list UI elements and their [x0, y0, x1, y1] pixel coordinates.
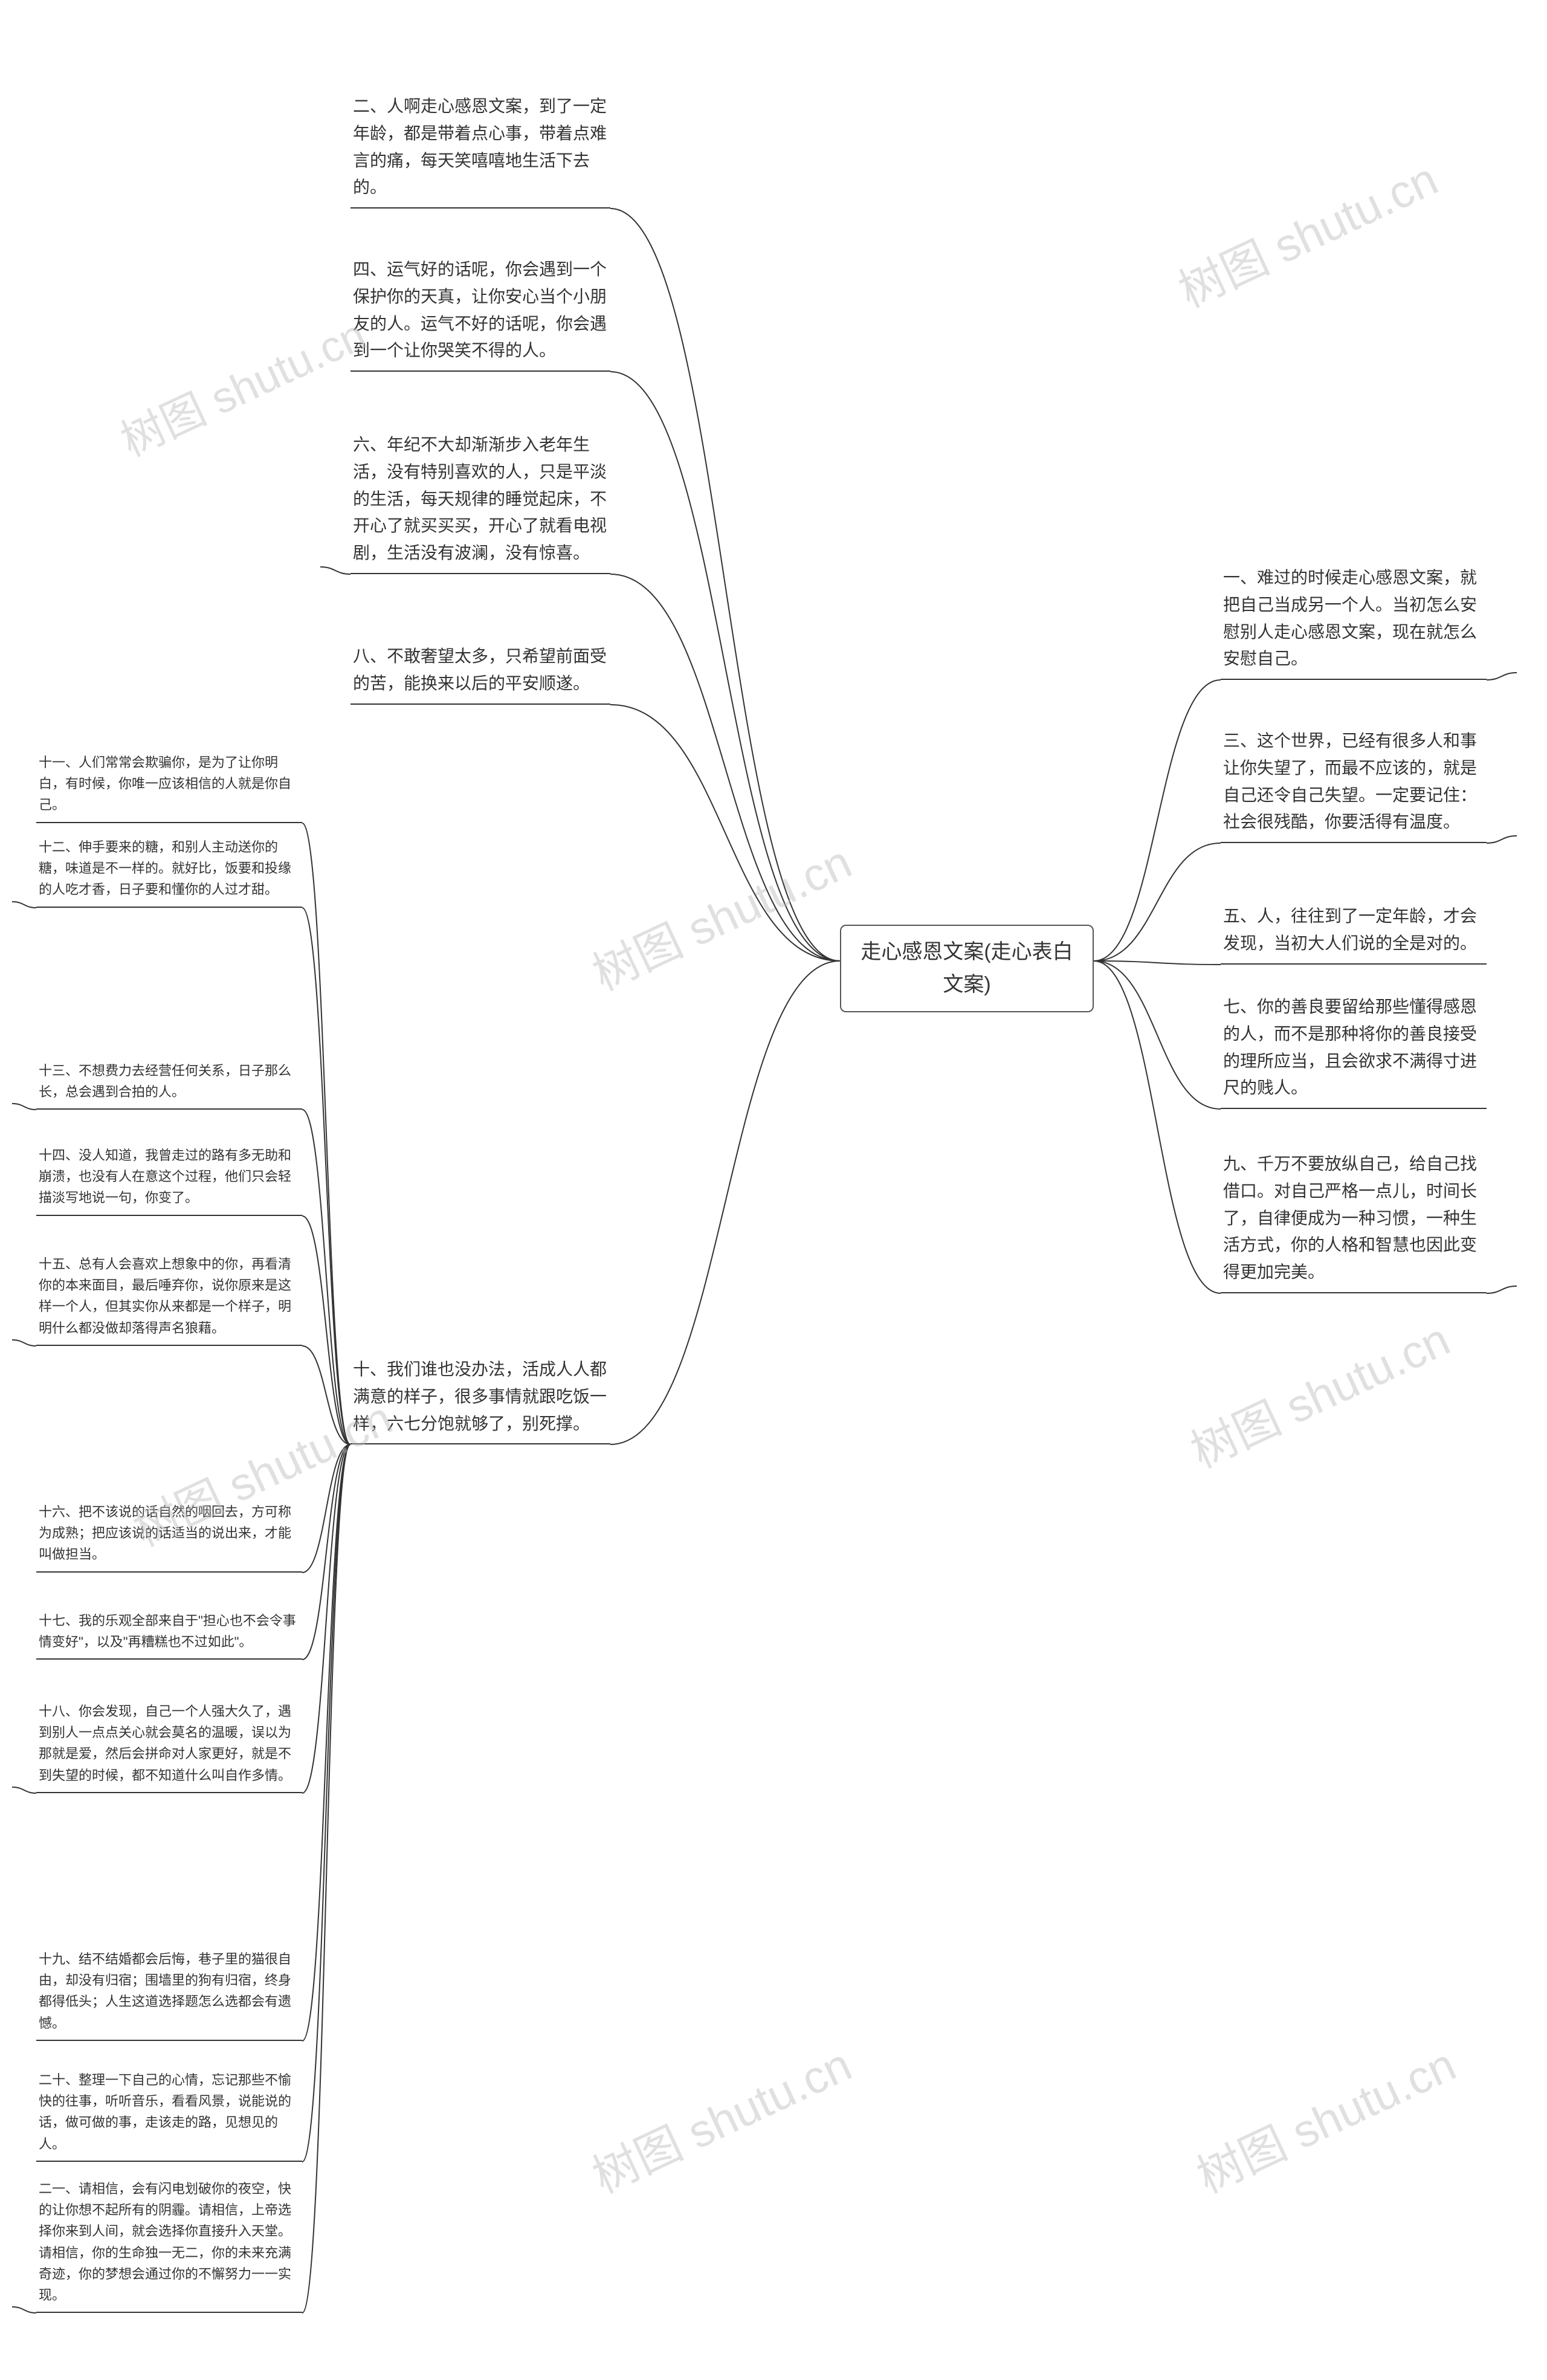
mindmap-node: 十一、人们常常会欺骗你，是为了让你明白，有时候，你唯一应该相信的人就是你自己。 — [36, 749, 302, 823]
mindmap-node: 十七、我的乐观全部来自于"担心也不会令事情变好"，以及"再糟糕也不过如此"。 — [36, 1608, 302, 1660]
watermark-text: 树图 shutu.cn — [580, 825, 861, 1003]
mindmap-node: 六、年纪不大却渐渐步入老年生活，没有特别喜欢的人，只是平淡的生活，每天规律的睡觉… — [350, 429, 610, 574]
mindmap-node: 二、人啊走心感恩文案，到了一定年龄，都是带着点心事，带着点难言的痛，每天笑嘻嘻地… — [350, 91, 610, 209]
mindmap-node: 二十、整理一下自己的心情，忘记那些不愉快的往事，听听音乐，看看风景，说能说的话，… — [36, 2067, 302, 2162]
mindmap-node: 五、人，往往到了一定年龄，才会发现，当初大人们说的全是对的。 — [1221, 901, 1487, 965]
mindmap-canvas: 走心感恩文案(走心表白文案) 一、难过的时候走心感恩文案，就把自己当成另一个人。当… — [0, 0, 1547, 2380]
mindmap-node: 七、你的善良要留给那些懂得感恩的人，而不是那种将你的善良接受的理所应当，且会欲求… — [1221, 991, 1487, 1109]
mindmap-node: 十九、结不结婚都会后悔，巷子里的猫很自由，却没有归宿；围墙里的狗有归宿，终身都得… — [36, 1946, 302, 2041]
mindmap-node: 九、千万不要放纵自己，给自己找借口。对自己严格一点儿，时间长了，自律便成为一种习… — [1221, 1148, 1487, 1293]
mindmap-node: 十二、伸手要来的糖，和别人主动送你的糖，味道是不一样的。就好比，饭要和投缘的人吃… — [36, 834, 302, 908]
mindmap-node: 十四、没人知道，我曾走过的路有多无助和崩溃，也没有人在意这个过程，他们只会轻描淡… — [36, 1142, 302, 1216]
watermark-text: 树图 shutu.cn — [1178, 1302, 1459, 1480]
mindmap-node: 一、难过的时候走心感恩文案，就把自己当成另一个人。当初怎么安慰别人走心感恩文案，… — [1221, 562, 1487, 680]
mindmap-node: 走心感恩文案(走心表白文案) — [840, 925, 1094, 1012]
mindmap-node: 八、不敢奢望太多，只希望前面受的苦，能换来以后的平安顺遂。 — [350, 641, 610, 705]
watermark-text: 树图 shutu.cn — [580, 2028, 861, 2205]
mindmap-node: 十五、总有人会喜欢上想象中的你，再看清你的本来面目，最后唾弃你，说你原来是这样一… — [36, 1251, 302, 1346]
mindmap-node: 三、这个世界，已经有很多人和事让你失望了，而最不应该的，就是自己还令自己失望。一… — [1221, 725, 1487, 843]
mindmap-node: 十、我们谁也没办法，活成人人都满意的样子，很多事情就跟吃饭一样，六七分饱就够了，… — [350, 1354, 610, 1444]
mindmap-node: 二一、请相信，会有闪电划破你的夜空，快的让你想不起所有的阴霾。请相信，上帝选择你… — [36, 2176, 302, 2313]
watermark-text: 树图 shutu.cn — [109, 300, 375, 469]
mindmap-node: 四、运气好的话呢，你会遇到一个保护你的天真，让你安心当个小朋友的人。运气不好的话… — [350, 254, 610, 372]
watermark-text: 树图 shutu.cn — [1166, 142, 1447, 320]
mindmap-node: 十六、把不该说的话自然的咽回去，方可称为成熟；把应该说的话适当的说出来，才能叫做… — [36, 1499, 302, 1573]
mindmap-node: 十八、你会发现，自己一个人强大久了，遇到别人一点点关心就会莫名的温暖，误以为那就… — [36, 1698, 302, 1793]
mindmap-node: 十三、不想费力去经营任何关系，日子那么长，总会遇到合拍的人。 — [36, 1058, 302, 1110]
watermark-text: 树图 shutu.cn — [1184, 2028, 1465, 2205]
